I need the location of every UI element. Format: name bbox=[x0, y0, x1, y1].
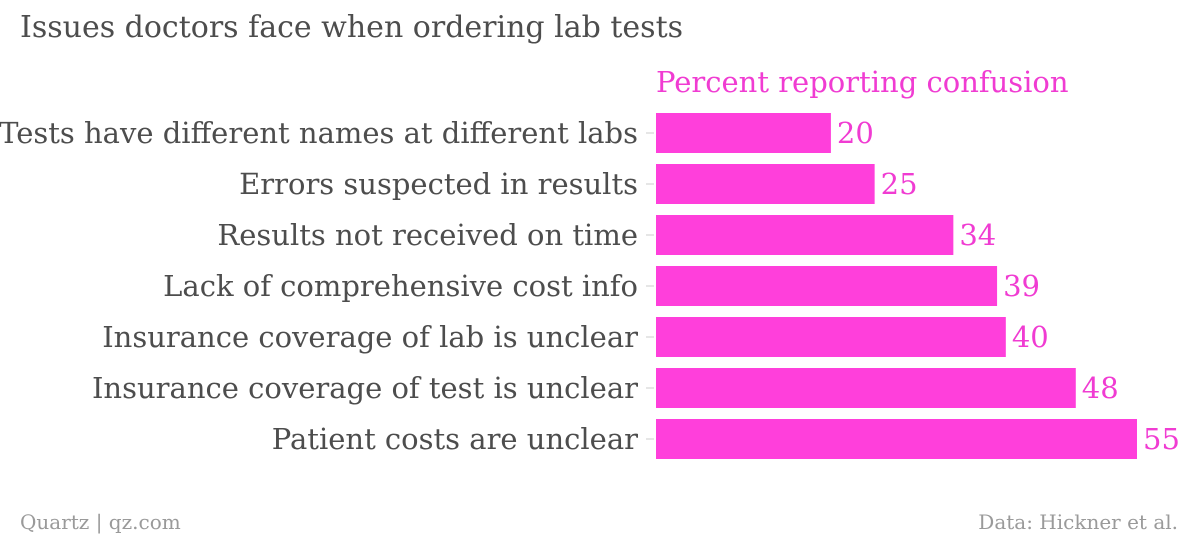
bar bbox=[656, 266, 998, 306]
value-label: 40 bbox=[1012, 320, 1049, 354]
bar bbox=[656, 164, 875, 204]
value-label: 25 bbox=[881, 167, 918, 201]
value-label: 55 bbox=[1143, 422, 1180, 456]
source-text: Data: Hickner et al. bbox=[978, 510, 1178, 534]
bar bbox=[656, 215, 954, 255]
category-label: Results not received on time bbox=[217, 218, 638, 252]
category-label: Insurance coverage of lab is unclear bbox=[102, 320, 638, 354]
credit-text: Quartz | qz.com bbox=[20, 510, 181, 534]
category-label: Insurance coverage of test is unclear bbox=[92, 371, 638, 405]
chart-title: Issues doctors face when ordering lab te… bbox=[20, 10, 684, 45]
category-label: Lack of comprehensive cost info bbox=[163, 269, 638, 303]
value-label: 34 bbox=[959, 218, 996, 252]
bar bbox=[656, 368, 1076, 408]
value-label: 48 bbox=[1082, 371, 1119, 405]
bar bbox=[656, 419, 1137, 459]
value-label: 20 bbox=[837, 116, 874, 150]
category-label: Errors suspected in results bbox=[239, 167, 638, 201]
series-label: Percent reporting confusion bbox=[656, 65, 1069, 99]
bar bbox=[656, 317, 1006, 357]
value-label: 39 bbox=[1003, 269, 1040, 303]
category-label: Tests have different names at different … bbox=[0, 116, 638, 150]
category-label: Patient costs are unclear bbox=[272, 422, 638, 456]
bar bbox=[656, 113, 831, 153]
